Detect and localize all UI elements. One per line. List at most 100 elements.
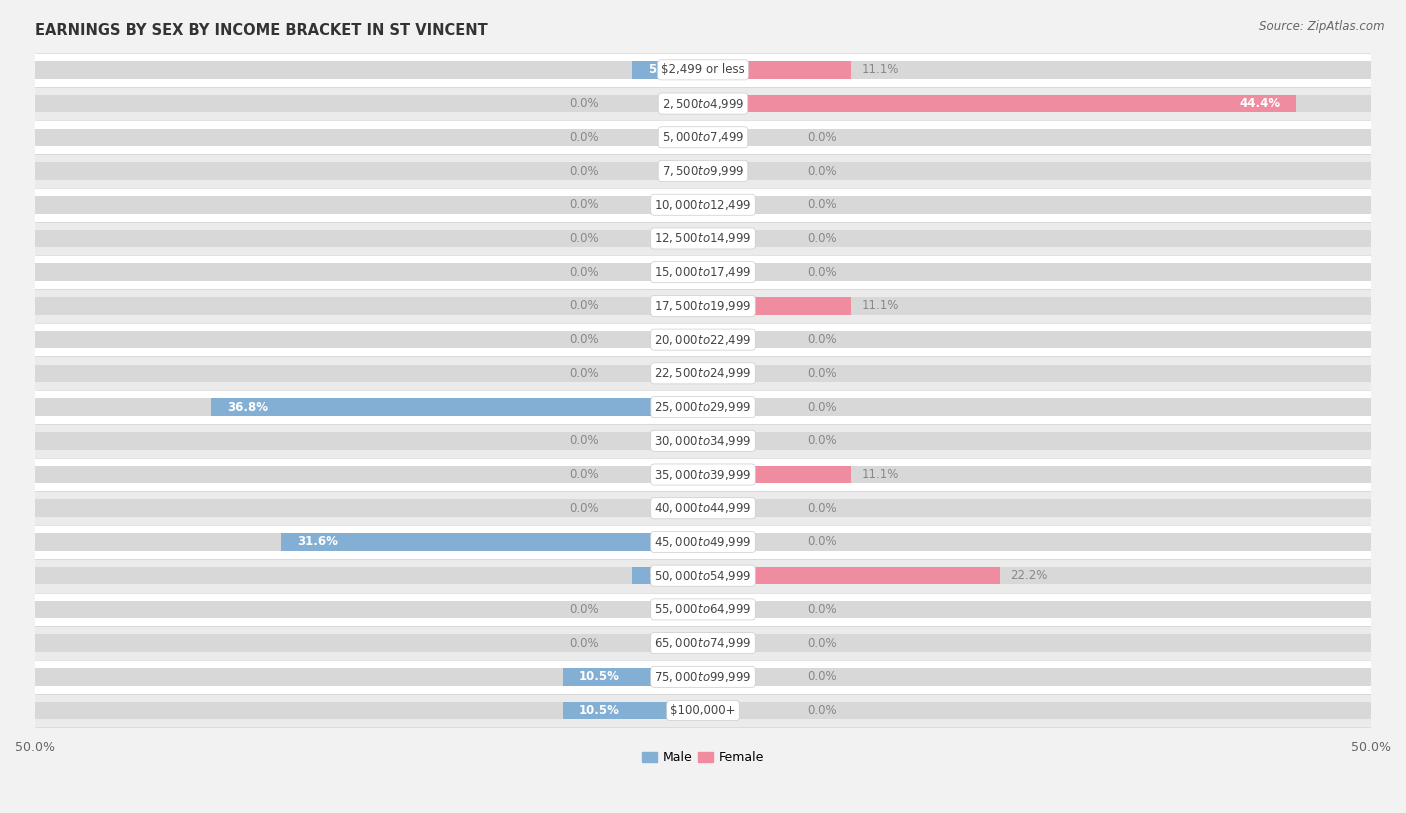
Text: 10.5%: 10.5%: [579, 704, 620, 717]
Text: $10,000 to $12,499: $10,000 to $12,499: [654, 198, 752, 211]
Bar: [35, 255, 1371, 289]
Text: 0.0%: 0.0%: [569, 468, 599, 481]
Bar: [703, 499, 1371, 517]
Bar: [703, 601, 1371, 618]
Bar: [703, 702, 1371, 720]
Text: 0.0%: 0.0%: [807, 401, 837, 414]
Bar: [703, 297, 1371, 315]
Text: $45,000 to $49,999: $45,000 to $49,999: [654, 535, 752, 549]
Text: 0.0%: 0.0%: [807, 232, 837, 245]
Text: 11.1%: 11.1%: [862, 63, 900, 76]
Bar: [35, 601, 703, 618]
Text: 36.8%: 36.8%: [228, 401, 269, 414]
Text: $5,000 to $7,499: $5,000 to $7,499: [662, 130, 744, 144]
Text: 11.1%: 11.1%: [862, 468, 900, 481]
Text: $35,000 to $39,999: $35,000 to $39,999: [654, 467, 752, 481]
Text: $2,499 or less: $2,499 or less: [661, 63, 745, 76]
Text: 5.3%: 5.3%: [648, 63, 681, 76]
Bar: [703, 466, 1371, 483]
Bar: [35, 432, 703, 450]
Text: 0.0%: 0.0%: [807, 164, 837, 177]
Bar: [703, 95, 1296, 112]
Bar: [211, 398, 703, 415]
Text: $20,000 to $22,499: $20,000 to $22,499: [654, 333, 752, 346]
Text: 0.0%: 0.0%: [569, 97, 599, 110]
Text: $75,000 to $99,999: $75,000 to $99,999: [654, 670, 752, 684]
Bar: [562, 702, 703, 720]
Bar: [703, 331, 1371, 349]
Text: $2,500 to $4,999: $2,500 to $4,999: [662, 97, 744, 111]
Text: 0.0%: 0.0%: [807, 434, 837, 447]
Text: 0.0%: 0.0%: [569, 266, 599, 279]
Text: 10.5%: 10.5%: [579, 671, 620, 684]
Bar: [35, 634, 703, 652]
Bar: [35, 87, 1371, 120]
Text: 11.1%: 11.1%: [862, 299, 900, 312]
Bar: [703, 432, 1371, 450]
Text: Source: ZipAtlas.com: Source: ZipAtlas.com: [1260, 20, 1385, 33]
Bar: [703, 533, 1371, 550]
Bar: [35, 533, 703, 550]
Text: 0.0%: 0.0%: [569, 164, 599, 177]
Bar: [703, 163, 1371, 180]
Bar: [35, 230, 703, 247]
Text: 0.0%: 0.0%: [807, 367, 837, 380]
Text: 0.0%: 0.0%: [807, 198, 837, 211]
Bar: [35, 567, 703, 585]
Text: 0.0%: 0.0%: [807, 266, 837, 279]
Text: 0.0%: 0.0%: [807, 671, 837, 684]
Bar: [703, 230, 1371, 247]
Text: 22.2%: 22.2%: [1011, 569, 1047, 582]
Bar: [35, 222, 1371, 255]
Text: 0.0%: 0.0%: [569, 502, 599, 515]
Text: $7,500 to $9,999: $7,500 to $9,999: [662, 164, 744, 178]
Bar: [35, 702, 703, 720]
Bar: [703, 61, 851, 79]
Bar: [35, 196, 703, 214]
Bar: [35, 499, 703, 517]
Text: 0.0%: 0.0%: [807, 502, 837, 515]
Bar: [35, 398, 703, 415]
Bar: [35, 525, 1371, 559]
Bar: [703, 567, 1000, 585]
Text: 0.0%: 0.0%: [569, 299, 599, 312]
Text: 31.6%: 31.6%: [297, 536, 337, 549]
Bar: [35, 458, 1371, 491]
Text: $50,000 to $54,999: $50,000 to $54,999: [654, 568, 752, 583]
Bar: [281, 533, 703, 550]
Text: 0.0%: 0.0%: [807, 603, 837, 616]
Bar: [703, 398, 1371, 415]
Bar: [633, 61, 703, 79]
Text: $12,500 to $14,999: $12,500 to $14,999: [654, 232, 752, 246]
Bar: [703, 668, 1371, 685]
Text: 0.0%: 0.0%: [807, 131, 837, 144]
Text: $100,000+: $100,000+: [671, 704, 735, 717]
Text: 0.0%: 0.0%: [807, 704, 837, 717]
Bar: [35, 188, 1371, 222]
Bar: [35, 61, 703, 79]
Bar: [35, 466, 703, 483]
Bar: [35, 364, 703, 382]
Bar: [35, 95, 703, 112]
Text: 0.0%: 0.0%: [569, 232, 599, 245]
Text: 0.0%: 0.0%: [807, 333, 837, 346]
Bar: [703, 297, 851, 315]
Bar: [35, 491, 1371, 525]
Bar: [35, 53, 1371, 87]
Bar: [35, 593, 1371, 626]
Text: $55,000 to $64,999: $55,000 to $64,999: [654, 602, 752, 616]
Text: 0.0%: 0.0%: [569, 637, 599, 650]
Bar: [35, 626, 1371, 660]
Bar: [633, 567, 703, 585]
Text: $15,000 to $17,499: $15,000 to $17,499: [654, 265, 752, 279]
Bar: [35, 559, 1371, 593]
Text: $22,500 to $24,999: $22,500 to $24,999: [654, 367, 752, 380]
Bar: [35, 128, 703, 146]
Bar: [703, 567, 1371, 585]
Bar: [703, 466, 851, 483]
Bar: [35, 660, 1371, 693]
Bar: [35, 668, 703, 685]
Bar: [35, 693, 1371, 728]
Text: 0.0%: 0.0%: [807, 637, 837, 650]
Bar: [703, 364, 1371, 382]
